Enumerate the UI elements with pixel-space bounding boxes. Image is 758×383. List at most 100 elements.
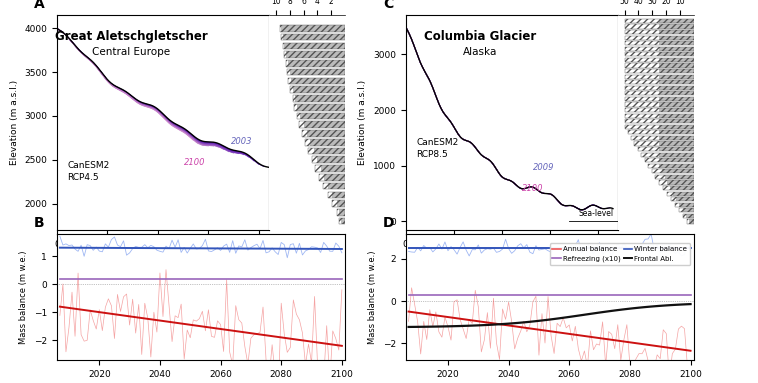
Bar [625,69,694,73]
Bar [327,183,345,189]
Bar [659,36,694,40]
Bar [303,121,345,128]
Bar [667,192,694,196]
Bar [288,78,345,84]
Text: 2100: 2100 [522,184,543,193]
Bar [625,86,694,90]
Bar [293,95,345,102]
Bar [625,36,694,40]
Y-axis label: Mass balance (m w.e.): Mass balance (m w.e.) [19,250,28,344]
Bar [631,136,694,140]
Bar [670,186,694,190]
Bar [281,25,345,32]
Bar [659,141,694,146]
Bar [644,158,694,162]
Bar [318,157,345,163]
Bar [659,19,694,23]
Bar [659,130,694,134]
X-axis label: Length (km): Length (km) [482,254,541,264]
Bar [318,174,345,180]
Bar [659,152,694,157]
Bar [341,218,345,224]
Bar [321,165,345,172]
Bar [340,218,345,224]
Bar [659,25,694,29]
Bar [315,165,345,172]
Bar [659,80,694,84]
Bar [324,174,345,180]
Bar [625,102,694,106]
Bar [294,104,345,111]
Bar [333,192,345,198]
Bar [287,69,345,75]
Bar [673,192,694,196]
Text: 2009: 2009 [533,163,554,172]
Bar [690,219,694,224]
Bar [283,34,345,41]
Bar [667,180,694,185]
Bar [665,175,694,179]
Bar [659,124,694,129]
Bar [682,214,694,218]
Bar [659,147,694,151]
Bar [302,130,345,137]
Bar [305,139,345,146]
Text: CanESM2
RCP8.5: CanESM2 RCP8.5 [416,138,459,159]
Text: Alaska: Alaska [462,47,497,57]
Bar [659,136,694,140]
Bar [659,108,694,112]
Bar [628,130,694,134]
Text: D: D [383,216,394,230]
Bar [625,113,694,118]
Bar [296,113,345,119]
Text: Central Europe: Central Europe [92,47,171,57]
Bar [625,124,694,129]
Bar [333,200,345,207]
Bar [288,60,345,67]
Bar [625,119,694,123]
Bar [280,25,345,32]
Bar [659,41,694,45]
Bar [300,113,345,119]
Bar [311,139,345,146]
Bar [284,43,345,49]
Bar [625,41,694,45]
Bar [659,69,694,73]
Bar [641,152,694,157]
Bar [659,75,694,79]
Bar [287,51,345,58]
Bar [659,97,694,101]
Bar [625,80,694,84]
Text: A: A [34,0,45,11]
Bar [625,47,694,51]
Text: Columbia Glacier: Columbia Glacier [424,30,536,43]
Bar [299,121,345,128]
Bar [659,30,694,34]
Bar [675,203,694,207]
Bar [676,197,694,201]
Bar [659,86,694,90]
Bar [671,197,694,201]
Bar [648,164,694,168]
Bar [656,175,694,179]
Bar [637,147,694,151]
Bar [625,58,694,62]
Bar [625,25,694,29]
Bar [625,52,694,56]
Bar [659,102,694,106]
Bar [314,148,345,154]
Bar [659,119,694,123]
Bar [659,63,694,67]
Bar [312,157,345,163]
Bar [659,52,694,56]
Bar [625,63,694,67]
Bar [283,43,345,49]
Text: B: B [34,216,45,230]
Bar [662,186,694,190]
Bar [290,87,345,93]
Bar [625,108,694,112]
Bar [659,91,694,95]
Bar [281,34,345,41]
Bar [293,87,345,93]
Bar [337,209,345,216]
